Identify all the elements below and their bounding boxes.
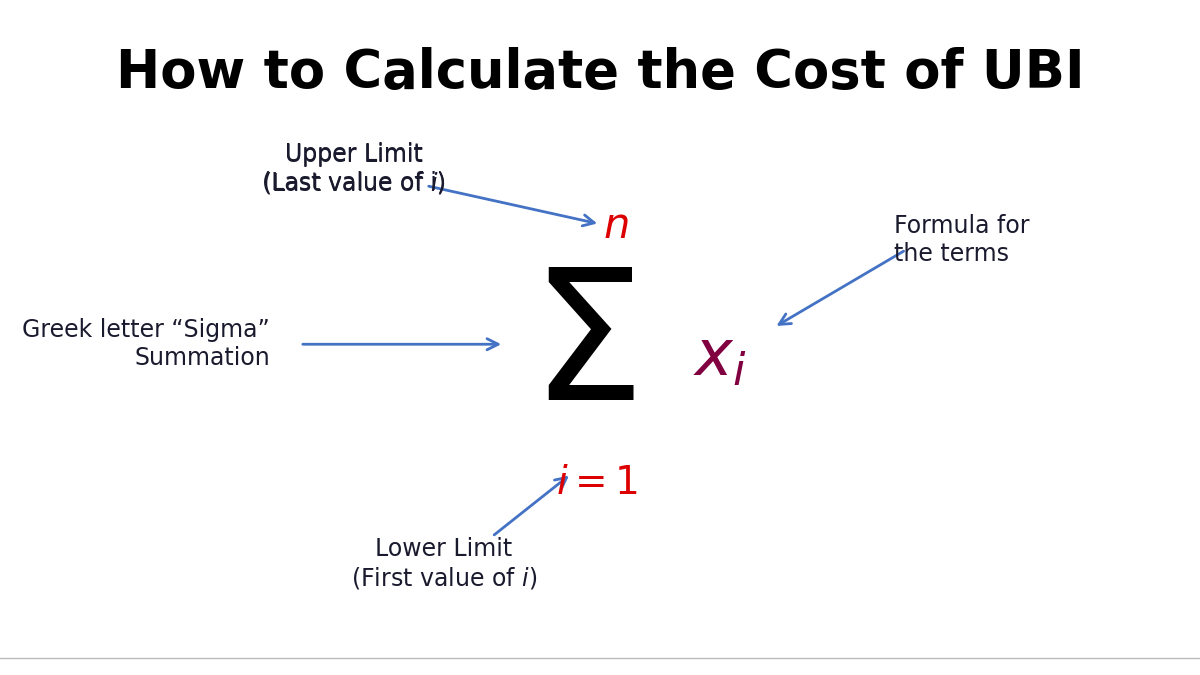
Text: $\Sigma$: $\Sigma$ — [529, 277, 635, 439]
Text: Upper Limit
(Last value of $i$): Upper Limit (Last value of $i$) — [262, 142, 446, 196]
Text: Greek letter “Sigma”
Summation: Greek letter “Sigma” Summation — [23, 319, 270, 370]
Text: $x_i$: $x_i$ — [694, 327, 746, 389]
Text: $\mathit{i}$$=$$1$: $\mathit{i}$$=$$1$ — [556, 464, 637, 502]
Text: $\mathit{n}$: $\mathit{n}$ — [602, 205, 629, 247]
Text: How to Calculate the Cost of UBI: How to Calculate the Cost of UBI — [115, 47, 1085, 99]
Text: Upper Limit
(Last value of ​​i): Upper Limit (Last value of ​​i) — [262, 143, 446, 194]
Text: Formula for
the terms: Formula for the terms — [894, 214, 1030, 265]
Text: Lower Limit
(First value of $i$): Lower Limit (First value of $i$) — [350, 537, 538, 591]
